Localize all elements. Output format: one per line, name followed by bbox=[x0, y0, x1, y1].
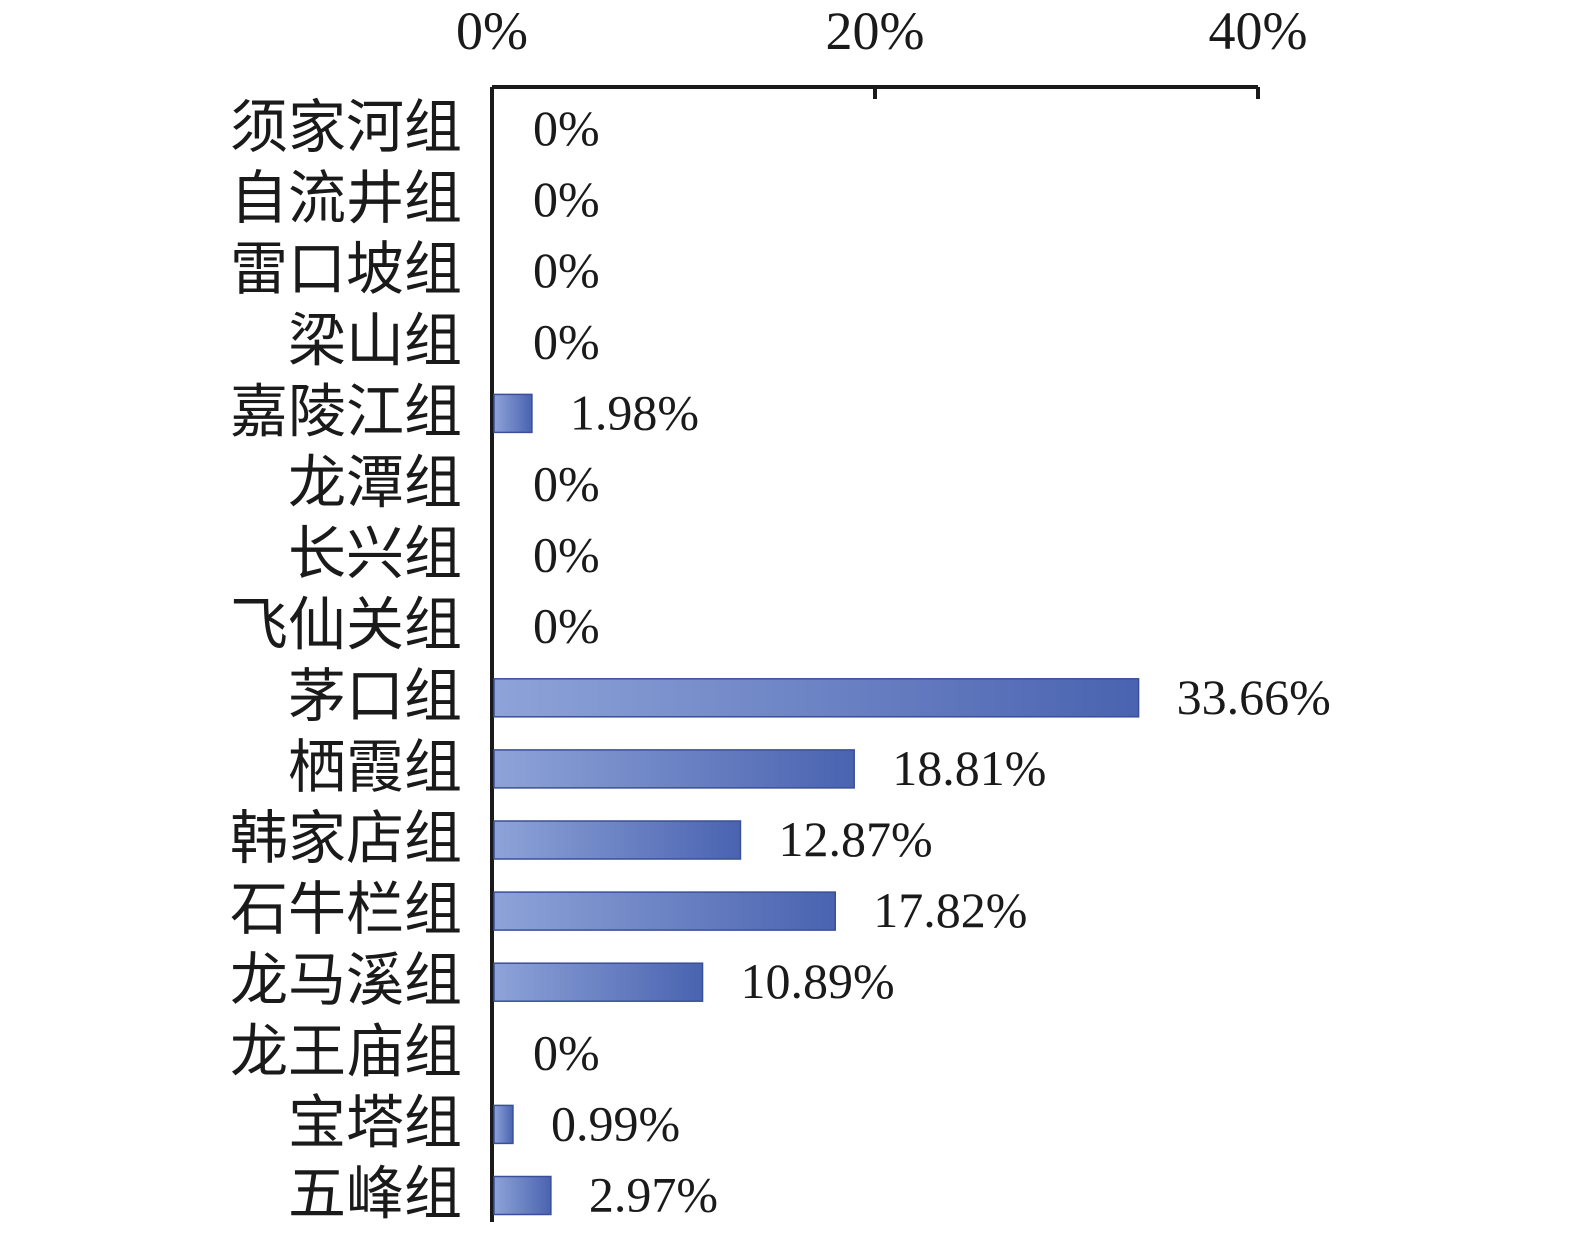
category-label: 石牛栏组 bbox=[230, 875, 462, 943]
bar bbox=[493, 1175, 552, 1216]
data-label: 10.89% bbox=[741, 953, 895, 1009]
data-label: 0% bbox=[533, 171, 600, 227]
x-tick-label: 0% bbox=[456, 1, 528, 61]
category-label: 飞仙关组 bbox=[230, 591, 462, 659]
data-label: 33.66% bbox=[1177, 669, 1331, 725]
category-label: 自流井组 bbox=[230, 164, 462, 232]
category-label: 茅口组 bbox=[288, 662, 462, 730]
category-label: 宝塔组 bbox=[288, 1088, 462, 1156]
data-label: 0% bbox=[533, 313, 600, 369]
data-label: 0% bbox=[533, 100, 600, 156]
category-label: 五峰组 bbox=[288, 1160, 462, 1228]
category-label: 嘉陵江组 bbox=[230, 377, 462, 445]
bar bbox=[493, 1104, 514, 1145]
category-label: 龙王庙组 bbox=[230, 1017, 462, 1085]
category-label: 龙马溪组 bbox=[230, 946, 462, 1014]
data-label: 0% bbox=[533, 527, 600, 583]
category-label: 龙潭组 bbox=[288, 449, 462, 517]
data-label: 2.97% bbox=[589, 1167, 718, 1223]
bar bbox=[493, 393, 533, 434]
x-tick-label: 40% bbox=[1209, 1, 1308, 61]
data-label: 1.98% bbox=[570, 384, 699, 440]
data-label: 12.87% bbox=[778, 811, 932, 867]
category-label: 长兴组 bbox=[288, 520, 462, 588]
data-label: 0.99% bbox=[551, 1095, 680, 1151]
data-label: 0% bbox=[533, 242, 600, 298]
bar bbox=[493, 820, 742, 860]
bar bbox=[493, 749, 855, 789]
bar bbox=[493, 962, 704, 1002]
category-label: 雷口坡组 bbox=[230, 235, 462, 303]
data-label: 0% bbox=[533, 456, 600, 512]
data-label: 17.82% bbox=[873, 882, 1027, 938]
y-axis: 须家河组自流井组雷口坡组梁山组嘉陵江组龙潭组长兴组飞仙关组茅口组栖霞组韩家店组石… bbox=[230, 87, 494, 1228]
category-label: 栖霞组 bbox=[288, 733, 462, 801]
bars: 0% 0% 0% 0% 1.98% 0% 0% 0% 33.66% 18.81% 12.87% 17.… bbox=[493, 100, 1331, 1223]
bar bbox=[493, 891, 837, 931]
x-axis: 0% 20% 40% bbox=[456, 1, 1307, 99]
category-label: 须家河组 bbox=[230, 93, 462, 161]
x-tick-label: 20% bbox=[826, 1, 925, 61]
data-label: 0% bbox=[533, 598, 600, 654]
data-label: 0% bbox=[533, 1024, 600, 1080]
category-label: 梁山组 bbox=[288, 306, 462, 374]
bar bbox=[493, 678, 1140, 718]
data-label: 18.81% bbox=[892, 740, 1046, 796]
category-label: 韩家店组 bbox=[230, 804, 462, 872]
